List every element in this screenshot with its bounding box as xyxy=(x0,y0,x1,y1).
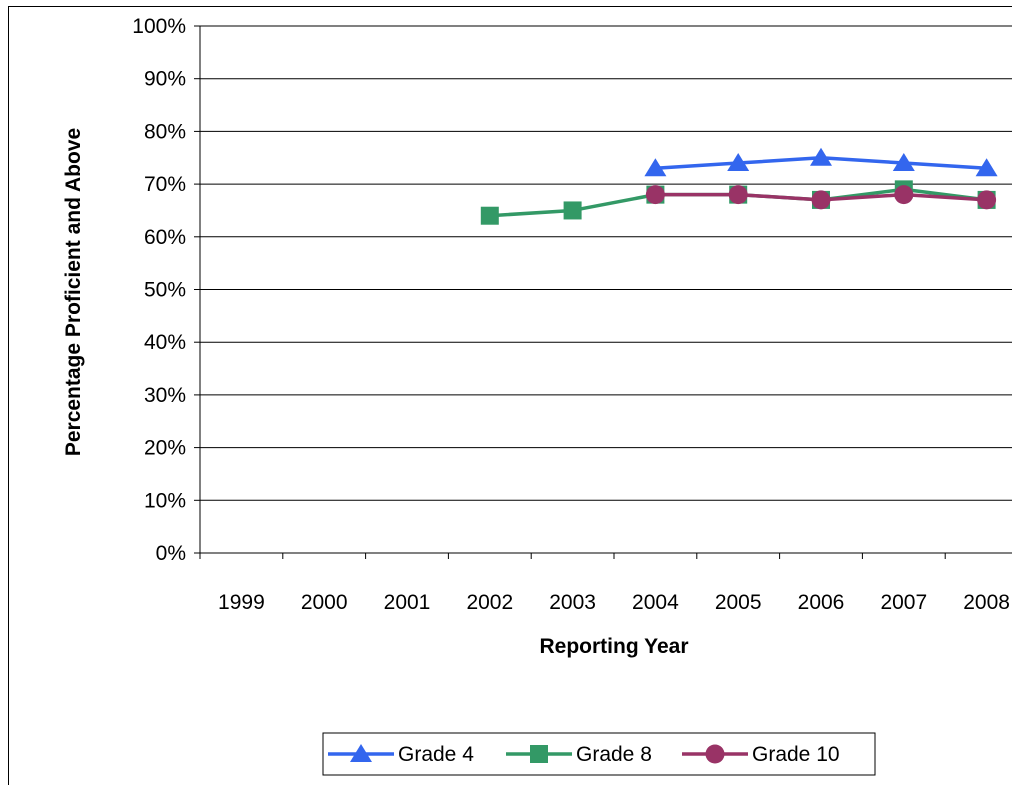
x-axis-ticks: 1999 2000 2001 2002 2003 2004 2005 2006 2007 2008 xyxy=(199,553,1010,614)
legend-label: Grade 4 xyxy=(398,743,474,766)
x-tick-label: 2003 xyxy=(549,591,596,614)
y-tick-label: 20% xyxy=(144,437,186,460)
x-axis-title: Reporting Year xyxy=(540,635,689,658)
x-tick-label: 2002 xyxy=(466,591,513,614)
y-tick-label: 70% xyxy=(144,173,186,196)
legend: Grade 4 Grade 8 Grade 10 xyxy=(322,732,876,776)
legend-item-grade-4: Grade 4 xyxy=(328,743,474,766)
y-axis-ticks: 0% 10% 20% 30% 40% 50% 60% 70% 80% 90% 100% xyxy=(132,15,200,565)
x-tick-label: 2006 xyxy=(798,591,845,614)
data-point-grade-10 xyxy=(728,185,748,205)
data-point-grade-4 xyxy=(975,158,998,177)
x-tick-label: 2004 xyxy=(632,591,679,614)
legend-marker xyxy=(705,744,725,764)
y-axis-title: Percentage Proficient and Above xyxy=(62,128,85,456)
data-point-grade-4 xyxy=(644,158,667,177)
series-group xyxy=(480,147,998,225)
series-grade-10 xyxy=(645,185,997,210)
y-tick-label: 100% xyxy=(132,15,186,38)
data-point-grade-4 xyxy=(727,153,750,172)
data-point-grade-10 xyxy=(977,190,997,210)
x-tick-label: 2008 xyxy=(963,591,1010,614)
chart-frame xyxy=(8,6,1012,785)
data-point-grade-10 xyxy=(811,190,831,210)
y-tick-label: 40% xyxy=(144,331,186,354)
data-point-grade-8 xyxy=(563,201,582,220)
y-tick-label: 80% xyxy=(144,120,186,143)
legend-box xyxy=(322,732,876,776)
legend-item-grade-8: Grade 8 xyxy=(506,743,652,766)
data-point-grade-8 xyxy=(480,206,499,225)
y-tick-label: 50% xyxy=(144,279,186,302)
x-tick-label: 2001 xyxy=(384,591,431,614)
gridlines xyxy=(200,25,1012,501)
x-tick-label: 2005 xyxy=(715,591,762,614)
y-tick-label: 60% xyxy=(144,226,186,249)
y-tick-label: 0% xyxy=(156,542,186,565)
y-tick-label: 30% xyxy=(144,384,186,407)
y-tick-label: 10% xyxy=(144,489,186,512)
data-point-grade-10 xyxy=(894,185,914,205)
legend-label: Grade 8 xyxy=(576,743,652,766)
x-tick-label: 2007 xyxy=(880,591,927,614)
legend-marker xyxy=(530,745,548,763)
series-grade-4 xyxy=(644,147,998,177)
y-tick-label: 90% xyxy=(144,68,186,91)
x-tick-label: 2000 xyxy=(301,591,348,614)
legend-marker xyxy=(350,744,372,762)
data-point-grade-4 xyxy=(810,147,832,166)
data-point-grade-4 xyxy=(892,153,915,172)
legend-label: Grade 10 xyxy=(752,743,840,766)
legend-item-grade-10: Grade 10 xyxy=(682,743,840,766)
data-point-grade-10 xyxy=(645,185,665,205)
x-tick-label: 1999 xyxy=(218,591,265,614)
